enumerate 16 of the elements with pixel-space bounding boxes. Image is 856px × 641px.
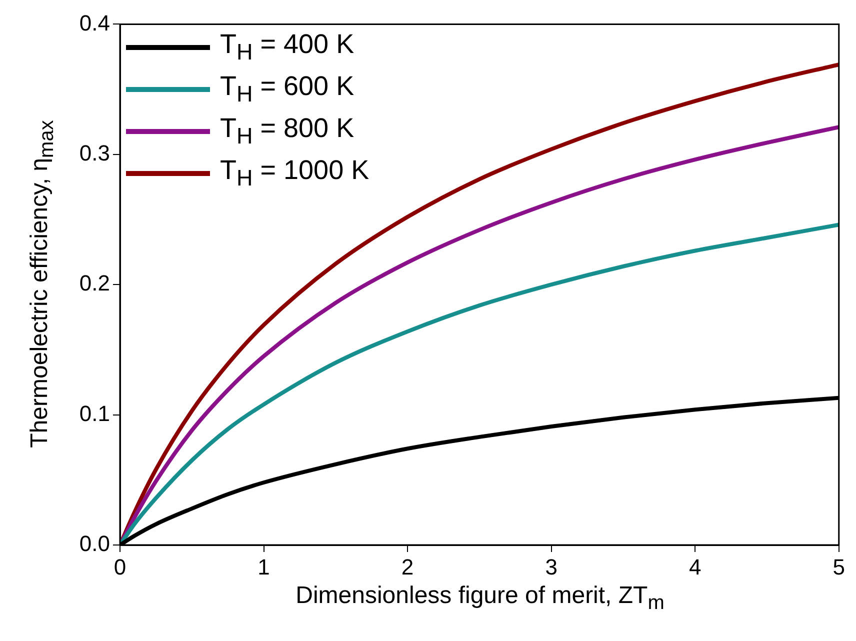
y-tick-label: 0.2: [79, 270, 110, 296]
x-axis-title: Dimensionless figure of merit, ZT$_{m}$: [294, 582, 666, 615]
y-tick-label: 0.4: [79, 10, 110, 36]
x-tick-label: 3: [545, 554, 558, 580]
x-tick-label: 1: [258, 554, 270, 580]
x-tick-label: 5: [832, 554, 846, 580]
x-tick-label: 4: [688, 554, 702, 580]
x-tick-label: 2: [401, 554, 414, 580]
x-tick-label: 0: [114, 554, 126, 580]
legend-label: T$_{H}$ = 400 K: [220, 28, 354, 66]
legend-label: T$_{H}$ = 600 K: [220, 70, 354, 108]
legend-label: T$_{H}$ = 800 K: [220, 112, 354, 150]
legend-label: T$_{H}$ = 1000 K: [220, 154, 370, 192]
y-tick-label: 0.1: [79, 400, 110, 426]
y-tick-label: 0.3: [79, 140, 110, 166]
y-tick-label: 0.0: [79, 531, 110, 556]
